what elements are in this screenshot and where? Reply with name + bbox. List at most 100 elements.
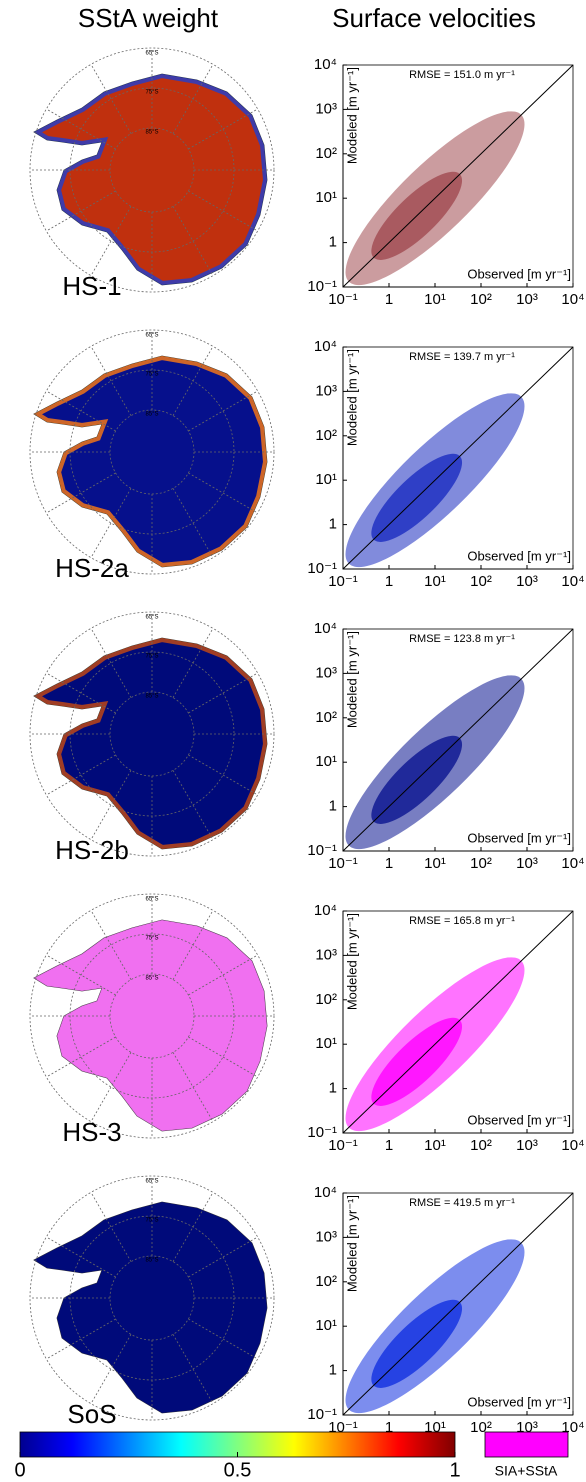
y-tick-label: 1 — [329, 798, 337, 815]
y-tick-label: 10¹ — [315, 471, 337, 488]
x-tick-label: 1 — [385, 573, 393, 590]
ice-edge — [34, 74, 267, 285]
x-tick-label: 10² — [470, 291, 492, 308]
x-tick-label: 10⁴ — [561, 855, 584, 872]
x-tick-label: 10⁴ — [561, 1137, 584, 1154]
y-tick-label: 1 — [329, 516, 337, 533]
lat-label: 65°S — [145, 1179, 158, 1185]
meridian — [188, 472, 258, 514]
meridian — [46, 390, 116, 432]
lat-label: 75°S — [145, 936, 158, 942]
x-axis-label: Observed [m yr⁻¹] — [467, 1394, 571, 1409]
y-tick-label: 10⁴ — [314, 1184, 337, 1201]
lat-label: 75°S — [145, 654, 158, 660]
lat-label: 75°S — [145, 372, 158, 378]
y-axis-label: Modeled [m yr⁻¹] — [344, 349, 359, 446]
x-tick-label: 10⁻¹ — [328, 573, 358, 590]
x-tick-label: 10³ — [516, 855, 538, 872]
map: 65°S 75°S 85°S — [29, 611, 275, 857]
meridian — [46, 472, 116, 514]
x-tick-label: 10⁴ — [561, 291, 584, 308]
x-axis-label: Observed [m yr⁻¹] — [467, 830, 571, 845]
y-tick-label: 10³ — [315, 946, 337, 963]
y-tick-label: 1 — [329, 1080, 337, 1097]
y-tick-label: 10³ — [315, 382, 337, 399]
y-tick-label: 10⁴ — [314, 902, 337, 919]
y-tick-label: 10³ — [315, 1228, 337, 1245]
ice-edge — [34, 1202, 267, 1413]
rmse: RMSE = 165.8 m yr⁻¹ — [409, 915, 515, 927]
y-tick-label: 10² — [315, 427, 337, 444]
one-to-one — [342, 628, 574, 852]
rmse: RMSE = 123.8 m yr⁻¹ — [409, 633, 515, 645]
y-tick-label: 10⁻¹ — [307, 278, 337, 295]
meridian — [172, 910, 214, 980]
y-tick-label: 10³ — [315, 664, 337, 681]
meridian — [188, 190, 258, 232]
x-tick-label: 10³ — [516, 1137, 538, 1154]
run-label: SoS — [67, 1399, 116, 1429]
x-tick-label: 10⁻¹ — [328, 1137, 358, 1154]
meridian — [90, 64, 132, 134]
lat-label: 85°S — [145, 694, 158, 700]
meridian — [188, 754, 258, 796]
x-tick-label: 1 — [385, 291, 393, 308]
run-label: HS-2a — [55, 553, 129, 583]
map: 65°S 75°S 85°S — [29, 329, 275, 575]
y-tick-label: 10⁻¹ — [307, 842, 337, 859]
meridian — [46, 754, 116, 796]
lat-label: 65°S — [145, 897, 158, 903]
y-tick-label: 10¹ — [315, 1317, 337, 1334]
meridian — [90, 206, 132, 276]
x-axis-label: Observed [m yr⁻¹] — [467, 548, 571, 563]
x-tick-label: 10⁻¹ — [328, 855, 358, 872]
one-to-one — [342, 346, 574, 570]
y-tick-label: 10⁻¹ — [307, 560, 337, 577]
run-label: HS-2b — [55, 835, 129, 865]
legend-label: SIA+SStA — [495, 1463, 558, 1479]
lat-label: 75°S — [145, 90, 158, 96]
lat-circle — [29, 329, 275, 575]
meridian — [90, 628, 132, 698]
rmse: RMSE = 151.0 m yr⁻¹ — [409, 69, 515, 81]
y-tick-label: 10² — [315, 1273, 337, 1290]
lat-label: 85°S — [145, 1258, 158, 1264]
lat-label: 85°S — [145, 976, 158, 982]
y-tick-label: 10⁻¹ — [307, 1406, 337, 1423]
x-tick-label: 1 — [385, 855, 393, 872]
lat-label: 65°S — [145, 333, 158, 339]
meridian — [188, 954, 258, 996]
meridian — [46, 1036, 116, 1078]
y-tick-label: 10⁴ — [314, 338, 337, 355]
meridian — [188, 1036, 258, 1078]
x-axis-label: Observed [m yr⁻¹] — [467, 1112, 571, 1127]
colorbar-label: 0 — [14, 1459, 25, 1481]
meridian — [90, 910, 132, 980]
y-axis-label: Modeled [m yr⁻¹] — [344, 913, 359, 1010]
meridian — [46, 1236, 116, 1278]
y-tick-label: 10² — [315, 145, 337, 162]
header: Surface velocities — [332, 3, 536, 33]
x-tick-label: 1 — [385, 1419, 393, 1436]
lat-circle — [29, 1175, 275, 1421]
x-tick-label: 10⁴ — [561, 573, 584, 590]
lat-label: 65°S — [145, 51, 158, 57]
x-tick-label: 10² — [470, 1137, 492, 1154]
legend-swatch — [484, 1431, 569, 1458]
meridian — [188, 1318, 258, 1360]
x-tick-label: 10³ — [516, 291, 538, 308]
x-tick-label: 10² — [470, 855, 492, 872]
one-to-one — [342, 64, 574, 288]
x-axis-label: Observed [m yr⁻¹] — [467, 266, 571, 281]
lat-label: 85°S — [145, 130, 158, 136]
y-tick-label: 10² — [315, 991, 337, 1008]
y-tick-label: 10¹ — [315, 1035, 337, 1052]
meridian — [90, 488, 132, 558]
rmse: RMSE = 419.5 m yr⁻¹ — [409, 1197, 515, 1209]
lat-circle — [29, 47, 275, 293]
meridian — [46, 954, 116, 996]
x-tick-label: 10¹ — [424, 1137, 446, 1154]
y-tick-label: 10⁴ — [314, 620, 337, 637]
y-axis-label: Modeled [m yr⁻¹] — [344, 67, 359, 164]
